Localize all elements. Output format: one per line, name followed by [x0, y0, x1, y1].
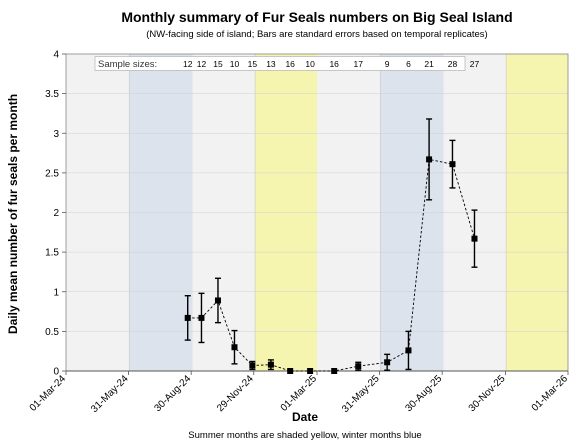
data-point	[307, 368, 314, 374]
data-point	[449, 161, 456, 168]
y-tick-label: 2	[53, 208, 59, 219]
data-point	[405, 347, 412, 354]
sample-size-value: 28	[448, 59, 458, 69]
sample-size-value: 15	[213, 59, 223, 69]
sample-size-value: 10	[305, 59, 315, 69]
x-tick-label: 30-Aug-25	[403, 373, 444, 414]
sample-size-value: 12	[197, 59, 207, 69]
data-point	[355, 363, 362, 370]
x-tick-label: 01-Mar-26	[530, 373, 571, 414]
sample-size-value: 17	[354, 59, 364, 69]
y-tick-label: 1	[53, 287, 59, 298]
x-axis-title: Date	[292, 410, 318, 424]
data-point	[214, 297, 221, 304]
sample-size-value: 16	[285, 59, 295, 69]
sample-size-values: 12 12 15 10 15 13 16 10 16 17 9 6 21 28 27	[183, 59, 479, 69]
x-tick-label: 31-May-24	[89, 373, 131, 415]
data-point	[184, 314, 191, 321]
x-tick-label: 29-Nov-24	[215, 373, 256, 414]
data-point	[426, 156, 433, 163]
gridlines	[66, 93, 568, 332]
sample-size-value: 6	[406, 59, 411, 69]
x-tick-label: 30-Aug-24	[152, 373, 193, 414]
y-axis-ticks: 0 0.5 1 1.5 2 2.5 3 3.5 4	[45, 50, 66, 378]
y-tick-label: 3.5	[45, 89, 59, 100]
sample-size-value: 27	[470, 59, 480, 69]
sample-size-box	[94, 56, 466, 71]
y-tick-label: 3	[53, 129, 59, 140]
x-tick-label: 31-May-25	[340, 373, 382, 415]
sample-size-value: 16	[329, 59, 339, 69]
sample-size-value: 10	[230, 59, 240, 69]
x-axis-ticks: 01-Mar-24 31-May-24 30-Aug-24 29-Nov-24 01-M…	[28, 371, 571, 415]
x-tick-label: 30-Nov-25	[467, 373, 508, 414]
chart-footnote: Summer months are shaded yellow, winter …	[188, 430, 421, 441]
sample-size-value: 9	[385, 59, 390, 69]
chart-title: Monthly summary of Fur Seals numbers on …	[121, 9, 512, 25]
sample-size-value: 15	[248, 59, 258, 69]
sample-size-label: Sample sizes:	[98, 59, 157, 70]
y-tick-label: 2.5	[45, 168, 59, 179]
y-tick-label: 4	[53, 50, 59, 61]
data-point	[267, 361, 274, 368]
x-tick-label: 01-Mar-24	[28, 373, 69, 414]
chart-subtitle: (NW-facing side of island; Bars are stan…	[146, 29, 487, 40]
data-point	[471, 235, 478, 242]
sample-size-value: 12	[183, 59, 193, 69]
y-tick-label: 0.5	[45, 327, 59, 338]
data-point	[249, 362, 256, 369]
data-points	[184, 156, 478, 374]
y-tick-label: 1.5	[45, 248, 59, 259]
data-point	[331, 368, 338, 374]
y-tick-label: 0	[53, 367, 59, 378]
x-tick-label: 01-Mar-25	[279, 373, 320, 414]
data-point	[198, 314, 205, 321]
data-point	[384, 359, 391, 366]
data-point	[231, 344, 238, 351]
data-point	[287, 368, 294, 374]
sample-size-value: 21	[424, 59, 434, 69]
sample-size-value: 13	[266, 59, 276, 69]
y-axis-title: Daily mean number of fur seals per month	[6, 94, 20, 334]
